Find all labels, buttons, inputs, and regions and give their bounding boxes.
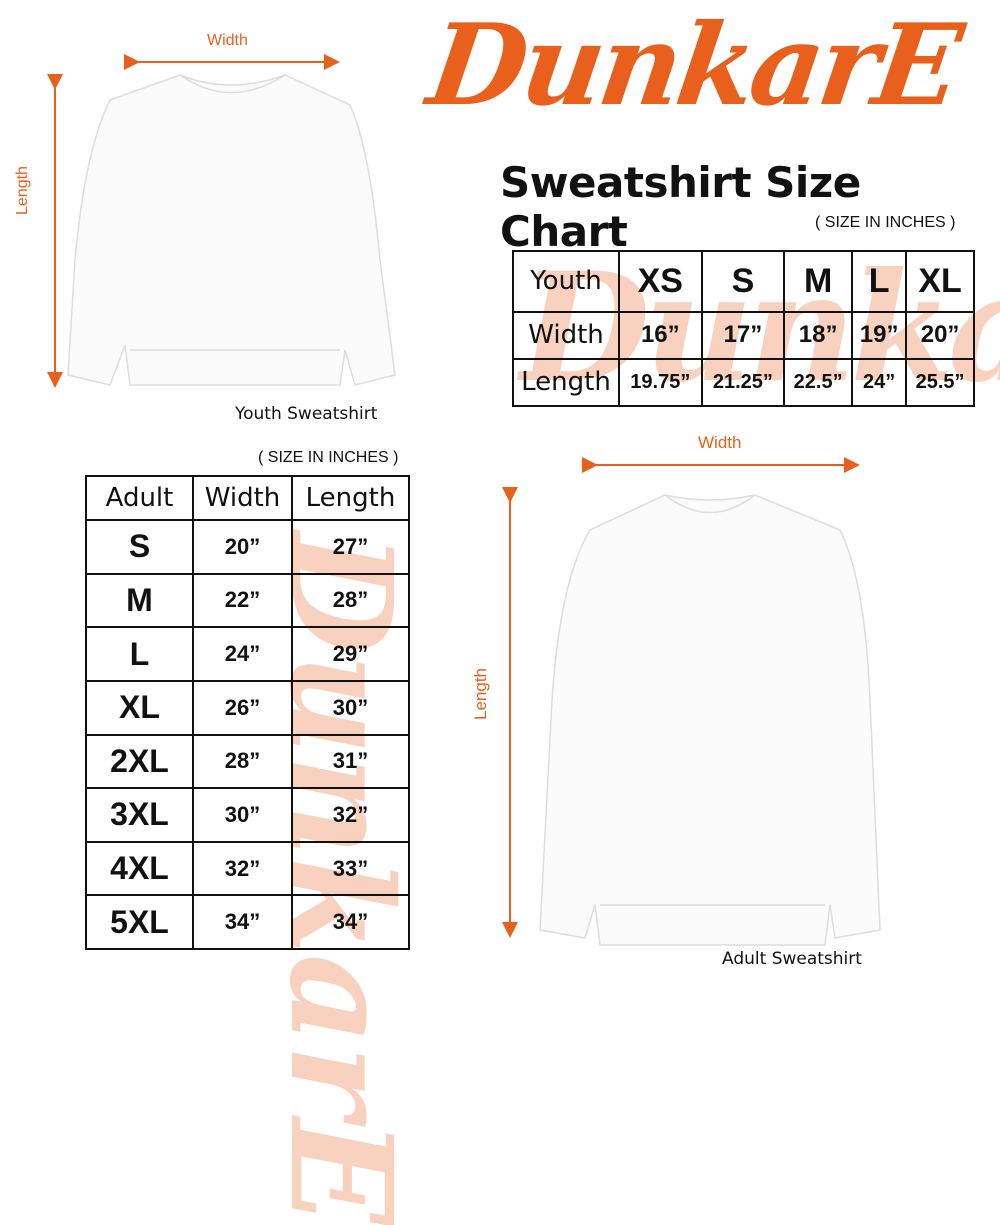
table-cell: 29” (290, 626, 411, 682)
adult-unit-note: ( SIZE IN INCHES ) (258, 449, 399, 466)
table-row: M 22” 28” (85, 572, 411, 629)
youth-size-table: Youth XS S M L XL Width 16” 17” 18” 19” 20” Length 19… (512, 250, 975, 408)
table-cell: 24” (851, 357, 908, 408)
youth-sweatshirt-image (67, 74, 396, 386)
table-cell: 3XL (85, 787, 194, 843)
table-cell: 31” (290, 733, 411, 790)
table-cell: L (85, 626, 194, 682)
table-cell: 34” (192, 894, 293, 950)
table-cell: 16” (618, 310, 703, 360)
table-cell: 20” (192, 519, 293, 575)
table-cell: 2XL (85, 733, 194, 790)
table-cell: 22” (192, 572, 293, 629)
brand-logo: DunkarE (420, 0, 966, 131)
table-cell: L (851, 250, 908, 313)
adult-size-table: Adult Width Length S 20” 27” M 22” 28” L 24” 29” XL 2… (85, 475, 411, 950)
table-cell: M (85, 572, 194, 629)
table-cell: Adult (85, 475, 194, 521)
table-cell: 28” (192, 733, 293, 790)
table-row: XL 26” 30” (85, 679, 411, 736)
page-title: Sweatshirt Size Chart (500, 158, 861, 256)
table-cell: 18” (783, 310, 854, 360)
table-row: 3XL 30” 32” (85, 787, 411, 843)
youth-length-label: Length (14, 166, 31, 215)
table-cell: 33” (290, 840, 411, 897)
table-row: 4XL 32” 33” (85, 840, 411, 897)
table-row: S 20” 27” (85, 519, 411, 575)
adult-length-label: Length (471, 668, 490, 720)
table-cell: 30” (192, 787, 293, 843)
table-cell: 30” (290, 679, 411, 736)
table-cell: S (85, 519, 194, 575)
youth-width-label: Width (207, 32, 248, 49)
table-cell: XL (905, 250, 975, 313)
youth-caption: Youth Sweatshirt (235, 404, 378, 424)
table-row: Adult Width Length (85, 475, 411, 521)
table-cell: XL (85, 679, 194, 736)
table-cell: 22.5” (783, 357, 854, 408)
table-cell: Youth (512, 250, 620, 313)
table-cell: M (783, 250, 854, 313)
table-cell: 24” (192, 626, 293, 682)
table-cell: 5XL (85, 894, 194, 950)
table-cell: 17” (700, 310, 786, 360)
table-cell: Width (512, 310, 620, 360)
table-cell: 32” (290, 787, 411, 843)
table-row: 2XL 28” 31” (85, 733, 411, 790)
garment-illustrations (47, 54, 881, 946)
youth-unit-note: ( SIZE IN INCHES ) (815, 214, 956, 231)
adult-sweatshirt-image (539, 494, 881, 946)
table-row: Length 19.75” 21.25” 22.5” 24” 25.5” (512, 357, 975, 408)
table-cell: 27” (290, 519, 411, 575)
table-row: Width 16” 17” 18” 19” 20” (512, 310, 975, 360)
table-cell: 21.25” (700, 357, 786, 408)
table-cell: 19.75” (618, 357, 703, 408)
table-cell: Length (290, 475, 411, 521)
adult-caption: Adult Sweatshirt (722, 949, 862, 969)
table-row: 5XL 34” 34” (85, 894, 411, 950)
table-row: Youth XS S M L XL (512, 250, 975, 313)
table-row: L 24” 29” (85, 626, 411, 682)
table-cell: 26” (192, 679, 293, 736)
table-cell: Length (512, 357, 620, 408)
table-cell: S (700, 250, 786, 313)
table-cell: 34” (290, 894, 411, 950)
table-cell: 25.5” (905, 357, 975, 408)
table-cell: 32” (192, 840, 293, 897)
table-cell: 28” (290, 572, 411, 629)
table-cell: Width (192, 475, 293, 521)
table-cell: 19” (851, 310, 908, 360)
table-cell: 4XL (85, 840, 194, 897)
table-cell: 20” (905, 310, 975, 360)
adult-width-label: Width (698, 433, 742, 452)
table-cell: XS (618, 250, 703, 313)
